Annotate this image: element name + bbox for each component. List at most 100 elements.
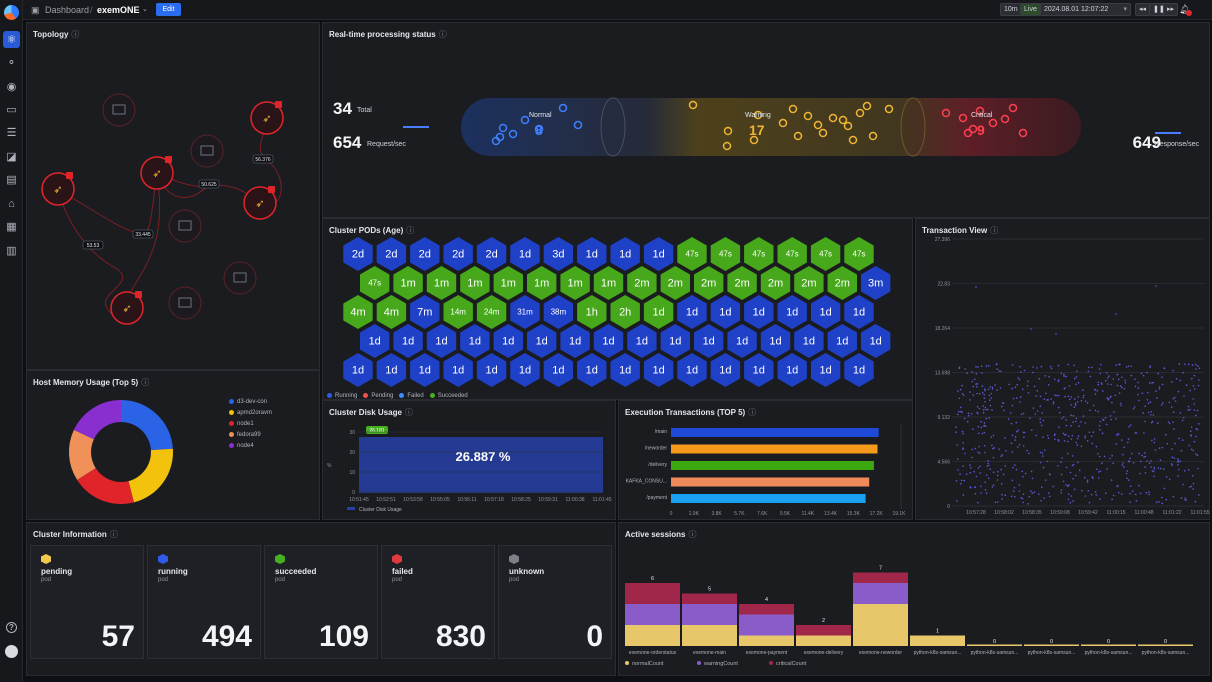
pod-hex[interactable] (376, 295, 407, 329)
pod-hex[interactable] (744, 295, 774, 329)
pod-hex[interactable] (376, 353, 407, 387)
pod-hex[interactable] (794, 266, 824, 300)
range-button[interactable]: 10m (1000, 3, 1022, 16)
pod-hex[interactable] (460, 266, 490, 300)
sessions-stacked-chart[interactable]: 6 exemone-orderstatus 5 exemone-main 4 exemon… (619, 523, 1211, 677)
pod-hex[interactable] (627, 266, 657, 300)
session-bar-segment[interactable] (853, 604, 908, 646)
topology-icon[interactable]: ⚛ (3, 31, 20, 48)
info-icon[interactable]: ⓘ (438, 30, 447, 39)
pod-hex[interactable] (376, 237, 407, 271)
pod-hex[interactable] (844, 353, 874, 387)
pod-hex[interactable] (861, 266, 891, 300)
legend-item[interactable]: Failed (399, 392, 424, 399)
pod-hex[interactable] (493, 266, 523, 300)
session-bar-segment[interactable] (853, 572, 908, 584)
legend-item[interactable]: node4 (229, 443, 272, 449)
disk-area-chart[interactable]: 26.181 26.887 % % 30 20 10 010:51:45 10:52:5… (323, 401, 617, 521)
topology-graph[interactable]: ➶ ➶ ➶ ➶ ➶ 56.376 50.625 33.445 53.53 (27, 23, 321, 371)
pod-hex[interactable] (343, 295, 373, 329)
legend-item[interactable]: Succeeded (429, 392, 468, 399)
pod-hex[interactable] (610, 237, 640, 271)
topology-node[interactable] (102, 93, 136, 127)
session-bar-segment[interactable] (796, 635, 851, 647)
pod-hex[interactable] (543, 295, 574, 329)
info-icon[interactable]: ⓘ (688, 530, 697, 539)
pod-hex[interactable] (476, 237, 507, 271)
pod-hex[interactable] (426, 266, 457, 300)
pod-hex[interactable] (610, 353, 640, 387)
pod-hex[interactable] (443, 353, 473, 387)
pod-hex[interactable] (476, 353, 507, 387)
pod-hex[interactable] (777, 295, 807, 329)
pod-hex[interactable] (643, 353, 674, 387)
session-bar-segment[interactable] (1081, 644, 1136, 647)
session-bar-segment[interactable] (682, 625, 737, 646)
chevron-down-icon[interactable]: ⌄ (142, 6, 148, 13)
topology-node[interactable] (190, 134, 224, 168)
pod-hex[interactable] (844, 295, 874, 329)
stat-card-succeeded[interactable]: succeeded pod 109 (264, 545, 378, 659)
session-bar-segment[interactable] (625, 583, 680, 604)
legend-item[interactable]: fedora99 (229, 432, 272, 438)
info-icon[interactable]: ⓘ (109, 530, 118, 539)
nodes-icon[interactable]: ⚬ (6, 57, 17, 69)
pod-hex[interactable] (710, 353, 741, 387)
session-bar-segment[interactable] (682, 593, 737, 605)
pod-hex[interactable] (426, 324, 457, 358)
pod-hex[interactable] (727, 324, 757, 358)
pod-hex[interactable] (727, 266, 757, 300)
topology-node[interactable] (41, 172, 75, 206)
pod-hex[interactable] (577, 237, 607, 271)
pod-hex[interactable] (393, 324, 423, 358)
avatar-icon[interactable] (5, 645, 18, 658)
pod-hex[interactable] (660, 266, 690, 300)
edit-button[interactable]: Edit (156, 3, 181, 16)
pod-hex[interactable] (410, 295, 440, 329)
topology-node[interactable] (168, 286, 202, 320)
live-button[interactable]: Live (1020, 3, 1041, 16)
pod-hex[interactable] (861, 324, 891, 358)
info-icon[interactable]: ⓘ (141, 378, 150, 387)
topology-node[interactable] (243, 186, 277, 220)
pod-hex[interactable] (794, 324, 824, 358)
session-bar-segment[interactable] (625, 604, 680, 625)
pod-hex[interactable] (744, 353, 774, 387)
pod-hex[interactable] (443, 295, 473, 329)
pod-hex[interactable] (777, 353, 807, 387)
pod-hex[interactable] (777, 237, 807, 271)
exec-bar[interactable] (671, 477, 870, 487)
pod-hex[interactable] (677, 295, 707, 329)
info-icon[interactable]: ⓘ (404, 408, 413, 417)
dashboard-name[interactable]: exemONE (97, 5, 140, 15)
processing-pipe[interactable]: Normal 8 Warning 17 Critical 9 (323, 23, 1211, 219)
exec-bar[interactable] (671, 428, 879, 437)
session-bar-segment[interactable] (739, 635, 794, 647)
info-icon[interactable]: ⓘ (748, 408, 757, 417)
datetime-picker[interactable]: 2024.08.01 12:07:22 ▾ (1040, 3, 1131, 16)
pod-hex[interactable] (577, 353, 607, 387)
scatter-chart[interactable]: 27.396 22.83 18.264 13.698 9.132 4.566 0 10:57:… (916, 219, 1211, 521)
topology-node[interactable] (250, 101, 284, 135)
pod-hex[interactable] (660, 324, 690, 358)
session-bar-segment[interactable] (625, 625, 680, 646)
exec-bar[interactable] (671, 461, 874, 470)
pod-hex[interactable] (360, 266, 390, 300)
pod-hex[interactable] (677, 353, 707, 387)
pod-hex[interactable] (577, 295, 607, 329)
bell-icon[interactable]: 🔔︎ (1179, 4, 1191, 14)
session-bar-segment[interactable] (853, 583, 908, 604)
topology-node[interactable] (223, 261, 257, 295)
pod-hex[interactable] (527, 324, 557, 358)
pod-hex[interactable] (560, 324, 590, 358)
topology-node[interactable] (110, 291, 144, 325)
pod-hex[interactable] (560, 266, 590, 300)
pods-honeycomb[interactable]: 2d 2d 2d 2d 2d 1d 3d 1d 1d 1d 47s 47s 47s 47s 47s 47s 47… (323, 219, 914, 401)
pod-hex[interactable] (827, 266, 857, 300)
legend-item[interactable]: d3-dev-con (229, 399, 272, 405)
stat-card-unknown[interactable]: unknown pod 0 (498, 545, 612, 659)
pod-hex[interactable] (760, 324, 791, 358)
session-bar-segment[interactable] (739, 604, 794, 615)
pod-hex[interactable] (510, 295, 540, 329)
exec-bar[interactable] (671, 494, 866, 503)
